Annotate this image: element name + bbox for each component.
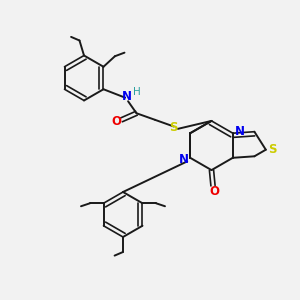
Text: O: O	[111, 115, 121, 128]
Text: S: S	[169, 121, 178, 134]
Text: N: N	[234, 125, 244, 138]
Text: H: H	[133, 87, 140, 97]
Text: O: O	[209, 185, 220, 198]
Text: N: N	[178, 153, 189, 166]
Text: S: S	[268, 143, 277, 156]
Text: N: N	[122, 90, 132, 103]
